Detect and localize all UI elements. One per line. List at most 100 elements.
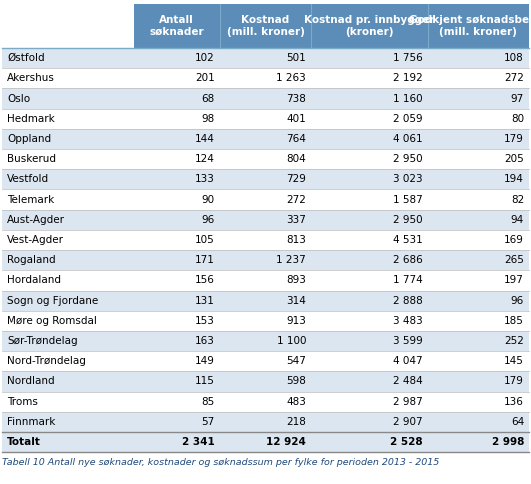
Text: 156: 156 — [195, 275, 215, 286]
Text: 68: 68 — [202, 93, 215, 104]
Text: Nord-Trøndelag: Nord-Trøndelag — [7, 356, 86, 366]
Bar — [2, 351, 134, 371]
Bar — [427, 311, 529, 331]
Text: 1 774: 1 774 — [393, 275, 423, 286]
Text: Rogaland: Rogaland — [7, 255, 56, 265]
Bar — [134, 4, 220, 48]
Text: 2 192: 2 192 — [393, 73, 423, 83]
Text: 1 160: 1 160 — [393, 93, 423, 104]
Bar — [134, 392, 220, 412]
Text: Antall
søknader: Antall søknader — [150, 15, 204, 37]
Text: 105: 105 — [195, 235, 215, 245]
Bar — [427, 250, 529, 271]
Bar — [220, 432, 311, 452]
Bar — [2, 169, 134, 189]
Bar — [2, 189, 134, 210]
Text: 804: 804 — [286, 154, 306, 164]
Bar — [311, 210, 427, 230]
Bar — [134, 351, 220, 371]
Text: Totalt: Totalt — [7, 437, 41, 447]
Bar — [220, 351, 311, 371]
Text: 547: 547 — [286, 356, 306, 366]
Text: 4 531: 4 531 — [393, 235, 423, 245]
Bar — [220, 48, 311, 68]
Text: 3 023: 3 023 — [393, 174, 423, 184]
Text: 265: 265 — [504, 255, 524, 265]
Bar — [427, 189, 529, 210]
Text: 194: 194 — [504, 174, 524, 184]
Bar — [134, 230, 220, 250]
Bar — [311, 89, 427, 108]
Bar — [427, 89, 529, 108]
Text: Sør-Trøndelag: Sør-Trøndelag — [7, 336, 78, 346]
Text: 136: 136 — [504, 397, 524, 407]
Bar — [427, 48, 529, 68]
Bar — [427, 331, 529, 351]
Text: 1 100: 1 100 — [277, 336, 306, 346]
Bar — [134, 371, 220, 392]
Text: Telemark: Telemark — [7, 195, 54, 205]
Text: 2 950: 2 950 — [393, 154, 423, 164]
Bar — [220, 371, 311, 392]
Bar — [220, 108, 311, 129]
Text: 2 907: 2 907 — [393, 417, 423, 427]
Text: 149: 149 — [195, 356, 215, 366]
Bar — [427, 371, 529, 392]
Text: 893: 893 — [286, 275, 306, 286]
Text: 2 341: 2 341 — [182, 437, 215, 447]
Bar — [311, 68, 427, 89]
Text: Finnmark: Finnmark — [7, 417, 55, 427]
Text: Oppland: Oppland — [7, 134, 51, 144]
Bar — [311, 412, 427, 432]
Bar — [220, 331, 311, 351]
Bar — [427, 169, 529, 189]
Bar — [311, 351, 427, 371]
Bar — [311, 108, 427, 129]
Text: Vestfold: Vestfold — [7, 174, 49, 184]
Bar — [2, 108, 134, 129]
Text: Hedmark: Hedmark — [7, 114, 55, 124]
Text: 108: 108 — [504, 53, 524, 63]
Text: 97: 97 — [511, 93, 524, 104]
Text: Hordaland: Hordaland — [7, 275, 61, 286]
Text: 124: 124 — [195, 154, 215, 164]
Text: 82: 82 — [511, 195, 524, 205]
Bar — [311, 432, 427, 452]
Bar — [311, 311, 427, 331]
Text: Kostnad
(mill. kroner): Kostnad (mill. kroner) — [227, 15, 304, 37]
Text: 272: 272 — [286, 195, 306, 205]
Text: 205: 205 — [504, 154, 524, 164]
Bar — [2, 250, 134, 271]
Text: 169: 169 — [504, 235, 524, 245]
Bar — [311, 271, 427, 290]
Text: 483: 483 — [286, 397, 306, 407]
Bar — [427, 108, 529, 129]
Bar — [427, 4, 529, 48]
Text: 145: 145 — [504, 356, 524, 366]
Bar — [2, 290, 134, 311]
Bar — [427, 230, 529, 250]
Bar — [427, 351, 529, 371]
Text: 98: 98 — [202, 114, 215, 124]
Bar — [134, 108, 220, 129]
Text: 2 987: 2 987 — [393, 397, 423, 407]
Bar — [134, 432, 220, 452]
Bar — [134, 48, 220, 68]
Bar — [220, 149, 311, 169]
Text: 2 528: 2 528 — [390, 437, 423, 447]
Bar — [427, 129, 529, 149]
Bar — [134, 290, 220, 311]
Text: Nordland: Nordland — [7, 377, 55, 386]
Bar — [220, 129, 311, 149]
Text: 171: 171 — [195, 255, 215, 265]
Bar — [2, 371, 134, 392]
Bar — [220, 210, 311, 230]
Bar — [220, 271, 311, 290]
Text: 1 263: 1 263 — [276, 73, 306, 83]
Bar — [134, 331, 220, 351]
Bar — [134, 271, 220, 290]
Bar — [134, 89, 220, 108]
Text: 57: 57 — [202, 417, 215, 427]
Text: 2 950: 2 950 — [393, 215, 423, 225]
Bar — [311, 48, 427, 68]
